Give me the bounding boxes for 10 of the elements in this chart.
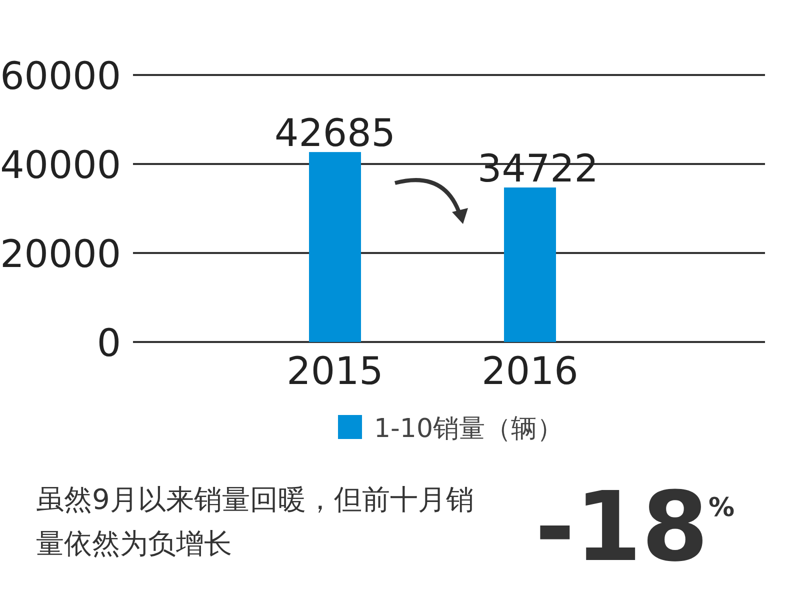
y-tick-label: 40000 (0, 143, 121, 187)
text: -18$^{%}$ (535, 471, 734, 583)
text: 虽然9月以来销量回暖，但前十月销量依然为负增长 (36, 482, 475, 562)
y-tick-label: 20000 (0, 232, 121, 276)
x-tick-label: 2015 (286, 349, 384, 393)
y-tick-label: 0 (96, 321, 121, 365)
legend-label: 1-10销量（辆） (374, 414, 564, 444)
data-label: 42685 (274, 111, 396, 156)
x-tick-label: 2016 (482, 349, 578, 393)
y-tick-label: 60000 (0, 54, 121, 98)
